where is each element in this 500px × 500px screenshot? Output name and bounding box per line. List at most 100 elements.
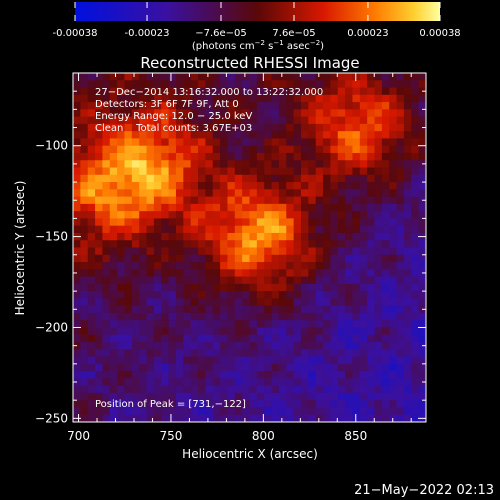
heatmap-cell <box>175 131 184 140</box>
heatmap-cell <box>323 152 331 161</box>
heatmap-cell <box>300 218 309 227</box>
heatmap-cell <box>418 203 426 212</box>
heatmap-cell <box>300 80 309 89</box>
heatmap-cell <box>183 160 192 169</box>
heatmap-cell <box>80 283 89 292</box>
heatmap-cell <box>381 262 390 270</box>
heatmap-cell <box>278 312 287 321</box>
heatmap-cell <box>117 196 126 205</box>
heatmap-cell <box>95 152 104 161</box>
heatmap-cell <box>308 342 317 350</box>
clean-counts-text: Clean Total counts: 3.67E+03 <box>95 123 252 134</box>
heatmap-cell <box>212 87 221 96</box>
heatmap-cell <box>315 218 324 227</box>
heatmap-cell <box>117 392 126 401</box>
heatmap-cell <box>87 225 96 234</box>
heatmap-cell <box>190 211 199 220</box>
heatmap-cell <box>249 312 258 321</box>
heatmap-cell <box>249 392 258 401</box>
heatmap-cell <box>161 349 170 358</box>
heatmap-cell <box>117 269 126 278</box>
heatmap-cell <box>227 291 236 299</box>
heatmap-cell <box>278 298 287 307</box>
heatmap-cell <box>411 94 420 103</box>
heatmap-cell <box>220 80 229 89</box>
heatmap-cell <box>323 225 331 234</box>
heatmap-cell <box>161 240 170 249</box>
heatmap-cell <box>102 160 111 169</box>
heatmap-cell <box>220 109 229 118</box>
heatmap-cell <box>168 109 177 118</box>
heatmap-cell <box>308 80 317 89</box>
heatmap-cell <box>249 407 258 416</box>
heatmap-cell <box>80 145 89 154</box>
heatmap-cell <box>117 363 126 372</box>
heatmap-cell <box>374 123 383 132</box>
heatmap-cell <box>139 102 148 110</box>
heatmap-cell <box>139 182 148 190</box>
heatmap-cell <box>131 400 140 409</box>
heatmap-cell <box>80 269 89 278</box>
heatmap-cell <box>183 73 192 81</box>
heatmap-cell <box>389 109 398 118</box>
heatmap-cell <box>278 363 287 372</box>
heatmap-cell <box>396 73 405 81</box>
heatmap-cell <box>161 80 170 89</box>
heatmap-cell <box>109 116 118 125</box>
heatmap-cell <box>249 298 258 307</box>
heatmap-cell <box>80 203 89 212</box>
heatmap-cell <box>315 196 324 205</box>
heatmap-cell <box>286 247 295 256</box>
heatmap-cell <box>278 182 287 190</box>
heatmap-cell <box>124 123 133 132</box>
heatmap-cell <box>198 414 206 422</box>
heatmap-cell <box>153 174 162 183</box>
heatmap-cell <box>381 80 390 89</box>
heatmap-cell <box>87 218 96 227</box>
heatmap-cell <box>271 196 280 205</box>
heatmap-cell <box>146 312 155 321</box>
heatmap-cell <box>359 298 368 307</box>
heatmap-cell <box>330 225 339 234</box>
heatmap-cell <box>352 334 361 343</box>
heatmap-cell <box>403 378 412 387</box>
heatmap-cell <box>315 152 324 161</box>
heatmap-cell <box>315 123 324 132</box>
heatmap-cell <box>183 363 192 372</box>
heatmap-cell <box>73 203 81 212</box>
heatmap-cell <box>212 262 221 270</box>
heatmap-cell <box>308 138 317 147</box>
heatmap-cell <box>190 189 199 198</box>
heatmap-cell <box>80 247 89 256</box>
heatmap-cell <box>117 73 126 81</box>
heatmap-cell <box>396 80 405 89</box>
heatmap-cell <box>418 276 426 285</box>
heatmap-cell <box>367 269 376 278</box>
heatmap-cell <box>161 320 170 329</box>
heatmap-cell <box>352 269 361 278</box>
heatmap-cell <box>242 269 251 278</box>
heatmap-cell <box>87 298 96 307</box>
heatmap-cell <box>117 371 126 379</box>
heatmap-cell <box>249 109 258 118</box>
heatmap-cell <box>264 283 273 292</box>
heatmap-cell <box>396 116 405 125</box>
heatmap-cell <box>80 371 89 379</box>
heatmap-cell <box>183 385 192 394</box>
heatmap-cell <box>271 291 280 299</box>
heatmap-cell <box>300 320 309 329</box>
heatmap-cell <box>234 262 243 270</box>
heatmap-cell <box>205 378 214 387</box>
heatmap-cell <box>80 218 89 227</box>
heatmap-cell <box>95 254 104 263</box>
heatmap-cell <box>352 349 361 358</box>
heatmap-cell <box>95 87 104 96</box>
heatmap-cell <box>175 385 184 394</box>
heatmap-cell <box>234 371 243 379</box>
heatmap-cell <box>337 414 346 422</box>
heatmap-cell <box>403 160 412 169</box>
heatmap-cell <box>293 407 302 416</box>
heatmap-cell <box>286 392 295 401</box>
heatmap-cell <box>256 87 265 96</box>
heatmap-cell <box>109 342 118 350</box>
